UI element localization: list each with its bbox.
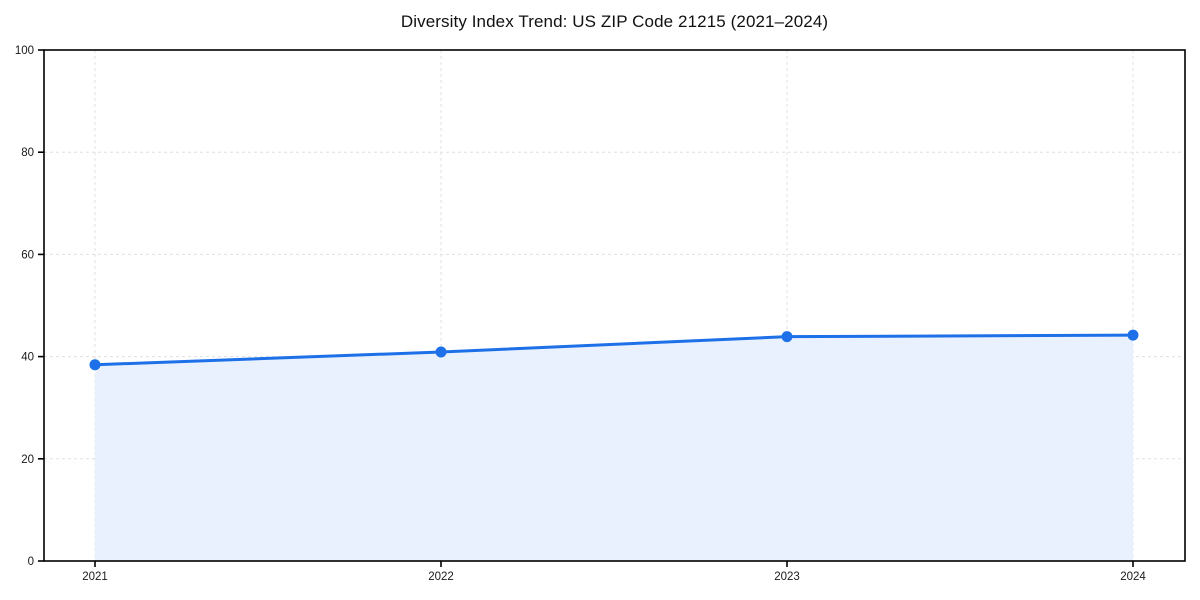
data-point-2023 [781,331,793,343]
trend-line [93,333,1135,367]
y-tick-label-40: 40 [21,352,34,364]
plot-box [43,49,1186,562]
y-tick-label-100: 100 [15,45,34,57]
data-point-2022 [435,346,447,358]
area-fill [95,335,1133,561]
data-point-2021 [89,359,101,371]
x-tick-label-2024: 2024 [1120,571,1146,583]
x-tick-label-2021: 2021 [82,571,108,583]
x-tick-label-2023: 2023 [774,571,800,583]
data-point-2024 [1127,329,1139,341]
y-tick-label-0: 0 [28,556,34,568]
y-tick-label-60: 60 [21,249,34,261]
x-tick-label-2022: 2022 [428,571,454,583]
y-tick-label-20: 20 [21,454,34,466]
chart-title: Diversity Index Trend: US ZIP Code 21215… [400,12,829,31]
y-tick-label-80: 80 [21,147,34,159]
